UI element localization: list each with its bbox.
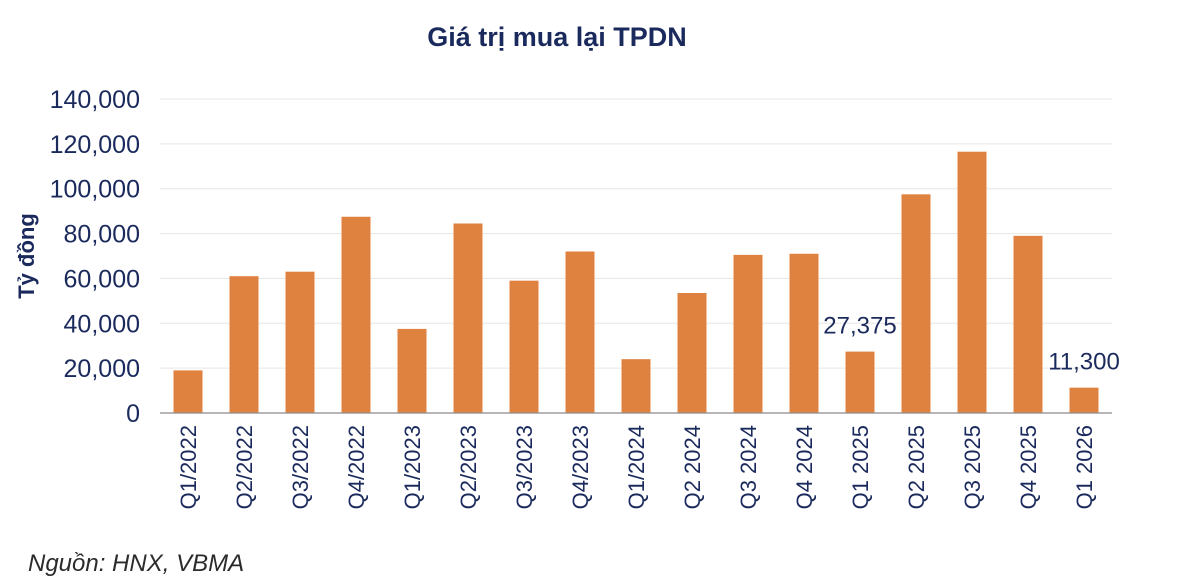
y-tick-labels: 0 20,000 40,000 60,000 80,000 100,000 120,000 1… [50, 86, 140, 428]
y-axis-label: Tỷ đồng [14, 213, 39, 299]
bar [229, 276, 259, 413]
chart-title: Giá trị mua lại TPDN [427, 22, 687, 52]
bar [285, 271, 315, 413]
y-tick-label: 60,000 [64, 265, 140, 293]
data-label: 11,300 [1048, 349, 1120, 376]
x-tick-label: Q1 2025 [848, 425, 873, 509]
y-tick-label: 100,000 [50, 176, 140, 204]
y-tick-label: 80,000 [64, 221, 140, 249]
x-tick-label: Q1 2026 [1072, 425, 1097, 509]
x-tick-label: Q1/2023 [400, 425, 425, 509]
bar [453, 223, 483, 413]
x-tick-label: Q1/2022 [176, 425, 201, 509]
x-tick-label: Q2/2022 [232, 425, 257, 509]
y-tick-label: 0 [126, 400, 140, 428]
gridlines [160, 98, 1112, 369]
source-note: Nguồn: HNX, VBMA [28, 550, 244, 577]
data-label: 27,375 [823, 313, 896, 340]
bar [733, 254, 763, 413]
y-tick-label: 40,000 [64, 310, 140, 338]
bars [173, 151, 1099, 413]
bar [341, 216, 371, 413]
x-tick-label: Q4/2022 [344, 425, 369, 509]
x-tick-label: Q2/2023 [456, 425, 481, 509]
x-tick-label: Q2 2024 [680, 425, 705, 509]
x-tick-label: Q4 2025 [1016, 425, 1041, 509]
x-tick-label: Q4 2024 [792, 425, 817, 509]
y-tick-label: 120,000 [50, 131, 140, 159]
x-tick-label: Q1/2024 [624, 425, 649, 509]
bar [397, 328, 427, 413]
x-tick-labels: Q1/2022 Q2/2022 Q3/2022 Q4/2022 Q1/2023 Q2/20… [176, 425, 1097, 509]
bar [621, 359, 651, 413]
x-tick-label: Q3/2023 [512, 425, 537, 509]
bar [1013, 235, 1043, 413]
bar [901, 194, 931, 413]
bar [677, 293, 707, 413]
bar [173, 370, 203, 413]
x-tick-label: Q3/2022 [288, 425, 313, 509]
bar [565, 251, 595, 413]
y-tick-label: 20,000 [64, 355, 140, 383]
x-tick-label: Q4/2023 [568, 425, 593, 509]
bar [509, 280, 539, 413]
bar [789, 253, 819, 413]
bar [845, 351, 875, 413]
bar [1069, 387, 1099, 413]
x-tick-label: Q3 2024 [736, 425, 761, 509]
bar [957, 151, 987, 413]
x-tick-label: Q3 2025 [960, 425, 985, 509]
data-labels: 27,375 11,300 [823, 313, 1120, 376]
y-tick-label: 140,000 [50, 86, 140, 114]
x-tick-label: Q2 2025 [904, 425, 929, 509]
